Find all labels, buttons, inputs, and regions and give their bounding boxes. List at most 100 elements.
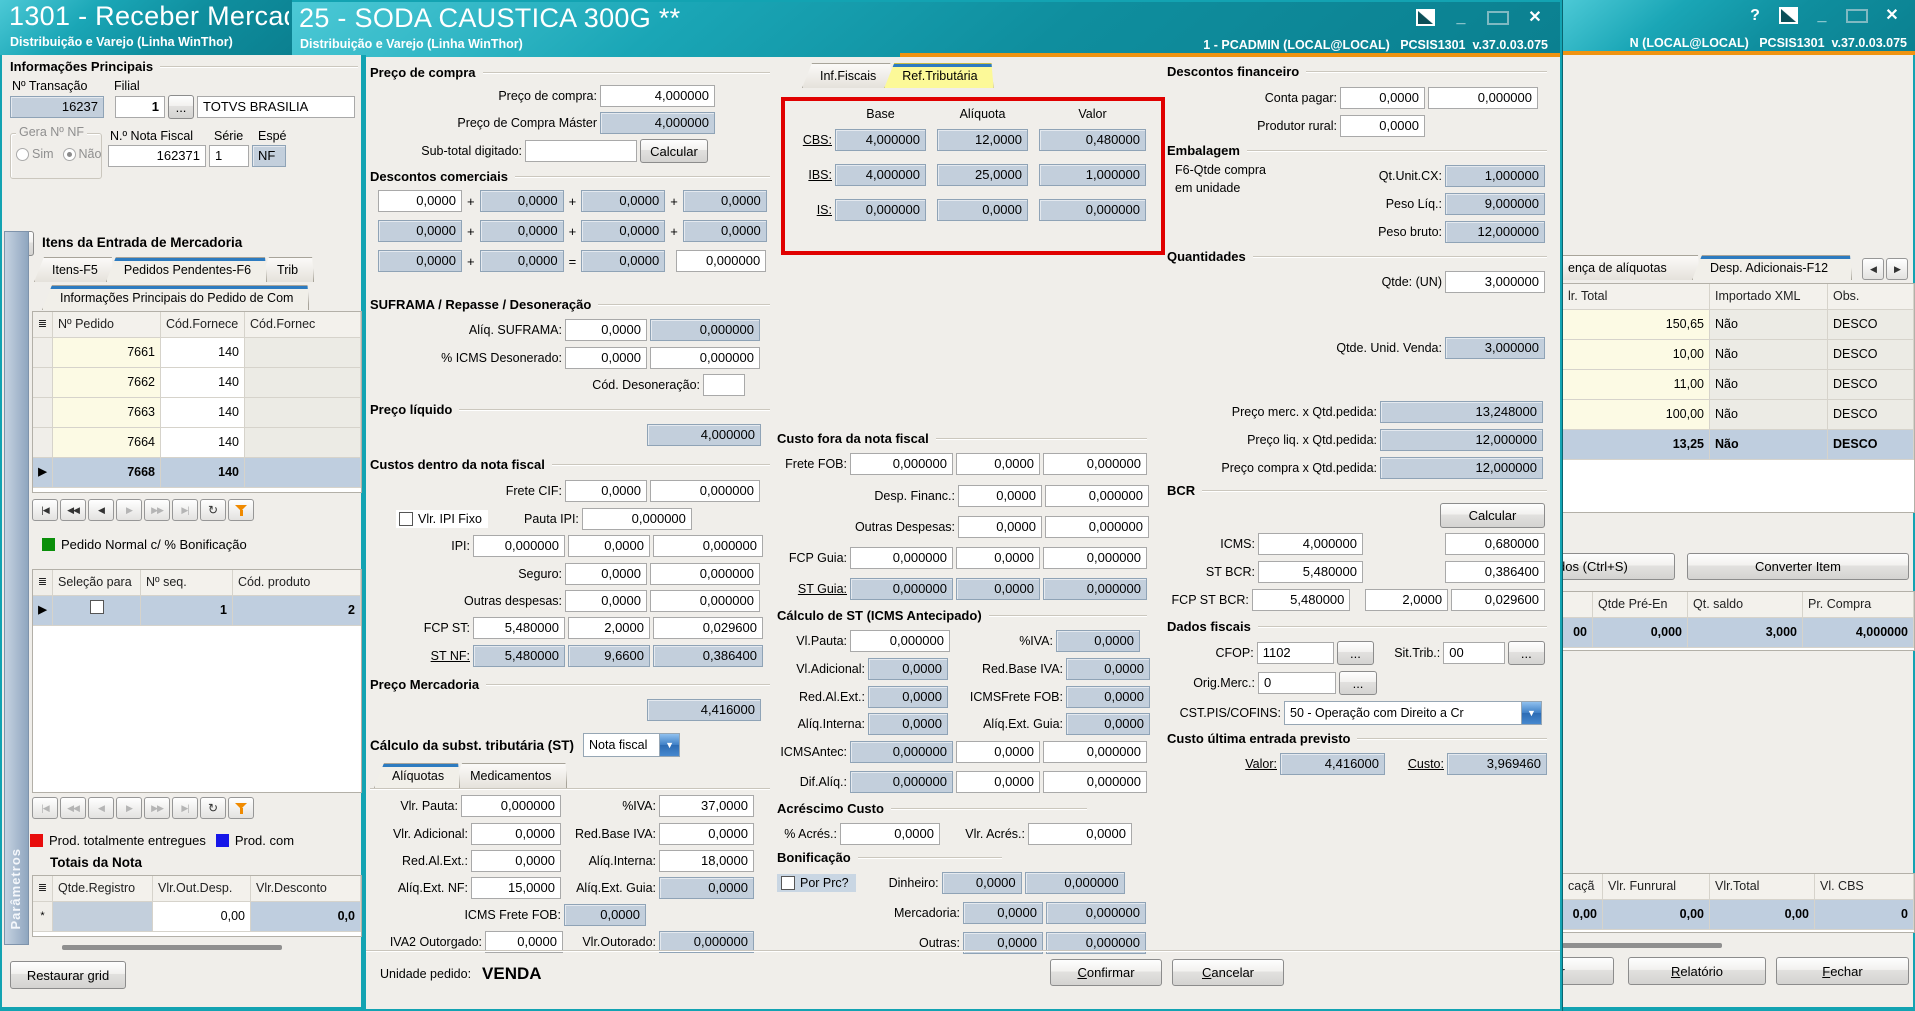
close-icon[interactable]: ✕ bbox=[1528, 8, 1542, 26]
restore-icon[interactable] bbox=[1416, 9, 1435, 26]
desp-financ-valor-field[interactable]: 0,000000 bbox=[1045, 485, 1149, 507]
last-record-icon[interactable]: ▶| bbox=[172, 797, 198, 819]
red-al-ext-field[interactable]: 0,0000 bbox=[471, 850, 561, 872]
table-row[interactable]: 100,00 Não DESCO bbox=[1563, 400, 1914, 430]
selected-table-row[interactable]: 00 0,000 3,000 4,000000 bbox=[1563, 618, 1914, 648]
restaurar-grid-button[interactable]: Restaurar grid bbox=[10, 961, 126, 989]
outras-despesas-valor-field[interactable]: 0,000000 bbox=[650, 590, 760, 612]
table-row[interactable]: 10,00 Não DESCO bbox=[1563, 340, 1914, 370]
bcr-st-valor-field[interactable]: 0,386400 bbox=[1445, 561, 1545, 583]
fcp-st-valor-field[interactable]: 0,029600 bbox=[653, 617, 763, 639]
conta-pagar-valor-field[interactable]: 0,000000 bbox=[1428, 87, 1538, 109]
iva2-outorgado-field[interactable]: 0,0000 bbox=[485, 931, 563, 953]
bcr-fcp-st-base-field[interactable]: 5,480000 bbox=[1251, 589, 1351, 611]
tab-itens-f5[interactable]: Itens-F5 bbox=[34, 257, 114, 282]
pedidos-table[interactable]: ≣ Nº Pedido Cód.Fornece Cód.Fornec 7661 … bbox=[32, 311, 362, 493]
frete-cif-field[interactable]: 0,0000 bbox=[565, 480, 647, 502]
frete-fob-valor-field[interactable]: 0,000000 bbox=[1043, 453, 1147, 475]
calcular-button[interactable]: Calcular bbox=[640, 139, 708, 163]
icms-desonerado-field[interactable]: 0,0000 bbox=[565, 347, 647, 369]
orig-merc-lookup-button[interactable]: ... bbox=[1339, 671, 1377, 695]
last-record-icon[interactable]: ▶| bbox=[172, 499, 198, 521]
selected-table-row[interactable]: 0,00 0,00 0,00 0 bbox=[1563, 900, 1914, 930]
outras-despesas-field[interactable]: 0,0000 bbox=[565, 590, 647, 612]
tab-informacoes-pedido[interactable]: Informações Principais do Pedido de Com bbox=[42, 285, 309, 310]
horizontal-scrollbar[interactable] bbox=[1562, 943, 1722, 948]
icms-antec-aliq-field[interactable]: 0,0000 bbox=[956, 741, 1040, 763]
table-row[interactable]: 150,65 Não DESCO bbox=[1563, 310, 1914, 340]
fcp-guia-valor-field[interactable]: 0,000000 bbox=[1043, 547, 1147, 569]
ipi-valor-field[interactable]: 0,000000 bbox=[653, 535, 763, 557]
fcp-st-aliq-field[interactable]: 2,0000 bbox=[568, 617, 650, 639]
grid-menu-icon[interactable]: ≣ bbox=[33, 876, 53, 902]
cfop-lookup-button[interactable]: ... bbox=[1336, 641, 1375, 665]
totais-row[interactable]: * 0,00 0,0 bbox=[33, 902, 361, 932]
relatorio-button[interactable]: Relatório bbox=[1628, 957, 1766, 985]
ipi-aliq-field[interactable]: 0,0000 bbox=[568, 535, 650, 557]
pauta-ipi-field[interactable]: 0,000000 bbox=[581, 508, 692, 530]
table-row[interactable]: 11,00 Não DESCO bbox=[1563, 370, 1914, 400]
dialog-titlebar[interactable]: 25 - SODA CAUSTICA 300G ** Distribuição … bbox=[290, 2, 1560, 57]
tab-scroll-left-icon[interactable]: ◀ bbox=[1862, 258, 1884, 280]
refresh-icon[interactable]: ↻ bbox=[200, 499, 226, 521]
confirmar-button[interactable]: Confirmar bbox=[1050, 959, 1162, 986]
restore-icon[interactable] bbox=[1779, 7, 1798, 24]
dif-aliq-valor-field[interactable]: 0,000000 bbox=[1043, 771, 1147, 793]
vlr-pauta-field[interactable]: 0,000000 bbox=[461, 795, 561, 817]
tab-diferenca-aliquotas[interactable]: ença de alíquotas bbox=[1550, 255, 1700, 280]
dif-aliq-aliq-field[interactable]: 0,0000 bbox=[956, 771, 1040, 793]
iva-field[interactable]: 37,0000 bbox=[659, 795, 754, 817]
table-row[interactable]: 7663 140 bbox=[33, 398, 361, 428]
cst-pis-cofins-select[interactable]: 50 - Operação com Direito a Cr ▼ bbox=[1284, 701, 1542, 725]
outras-despesas-fora-valor-field[interactable]: 0,000000 bbox=[1045, 516, 1149, 538]
fcp-guia-aliq-field[interactable]: 0,0000 bbox=[956, 547, 1040, 569]
selected-table-row[interactable]: ▶ 7668 140 bbox=[33, 458, 361, 488]
frete-cif-valor-field[interactable]: 0,000000 bbox=[650, 480, 760, 502]
sit-trib-field[interactable]: 00 bbox=[1443, 642, 1505, 664]
frete-fob-base-field[interactable]: 0,000000 bbox=[850, 453, 953, 475]
qtde-un-field[interactable]: 3,000000 bbox=[1445, 271, 1545, 293]
table-row[interactable]: 7661 140 bbox=[33, 338, 361, 368]
prior-page-icon[interactable]: ◀◀ bbox=[60, 797, 86, 819]
selecao-table[interactable]: ≣ Seleção para Nº seq. Cód. produto ▶ 1 … bbox=[32, 569, 362, 793]
subtotal-field[interactable] bbox=[525, 140, 637, 162]
converter-item-button[interactable]: Converter Item bbox=[1687, 553, 1909, 580]
tab-desp-adicionais-f12[interactable]: Desp. Adicionais-F12 bbox=[1692, 255, 1852, 280]
outras-despesas-fora-aliq-field[interactable]: 0,0000 bbox=[958, 516, 1042, 538]
minimize-icon[interactable]: _ bbox=[1456, 8, 1466, 26]
left-window-titlebar[interactable]: 1301 - Receber Mercado Distribuição e Va… bbox=[0, 0, 292, 55]
close-icon[interactable]: ✕ bbox=[1885, 6, 1899, 24]
bcr-icms-base-field[interactable]: 4,000000 bbox=[1258, 533, 1363, 555]
maximize-icon[interactable] bbox=[1487, 10, 1509, 25]
grid-menu-icon[interactable]: ≣ bbox=[33, 312, 53, 338]
table-row[interactable]: 7662 140 bbox=[33, 368, 361, 398]
chevron-down-icon[interactable]: ▼ bbox=[1521, 702, 1541, 724]
grid-menu-icon[interactable]: ≣ bbox=[33, 570, 53, 596]
filial-field[interactable]: 1 bbox=[115, 96, 165, 118]
nota-fiscal-field[interactable]: 162371 bbox=[108, 145, 206, 167]
produtor-rural-field[interactable]: 0,0000 bbox=[1340, 115, 1425, 137]
saldo-table[interactable]: Qtde Pré-En Qt. saldo Pr. Compra 00 0,00… bbox=[1562, 591, 1915, 651]
tab-medicamentos[interactable]: Medicamentos bbox=[452, 763, 567, 788]
selected-table-row[interactable]: ▶ 1 2 bbox=[33, 596, 361, 626]
vlr-acrescimo-field[interactable]: 0,0000 bbox=[1028, 823, 1132, 845]
first-record-icon[interactable]: |◀ bbox=[32, 797, 58, 819]
ipi-fixo-checkbox[interactable] bbox=[399, 512, 413, 526]
cod-desoneracao-field[interactable] bbox=[703, 374, 745, 396]
tab-aliquotas[interactable]: Alíquotas bbox=[374, 763, 460, 788]
preco-compra-field[interactable]: 4,000000 bbox=[600, 85, 715, 107]
bcr-calcular-button[interactable]: Calcular bbox=[1440, 503, 1545, 528]
vlr-adicional-field[interactable]: 0,0000 bbox=[471, 823, 561, 845]
first-record-icon[interactable]: |◀ bbox=[32, 499, 58, 521]
next-record-icon[interactable]: ▶ bbox=[116, 797, 142, 819]
table-row[interactable]: 7664 140 bbox=[33, 428, 361, 458]
refresh-icon[interactable]: ↻ bbox=[200, 797, 226, 819]
seguro-valor-field[interactable]: 0,000000 bbox=[650, 563, 760, 585]
next-page-icon[interactable]: ▶▶ bbox=[144, 499, 170, 521]
tab-scroll-right-icon[interactable]: ▶ bbox=[1886, 258, 1908, 280]
filter-icon[interactable] bbox=[228, 499, 254, 521]
selected-table-row[interactable]: 13,25 Não DESCO bbox=[1563, 430, 1914, 460]
tab-inf-fiscais[interactable]: Inf.Fiscais bbox=[802, 63, 892, 88]
right-window-titlebar[interactable]: ? _ ✕ N (LOCAL@LOCAL) PCSIS1301 v.37.0.0… bbox=[1562, 0, 1915, 55]
frete-fob-aliq-field[interactable]: 0,0000 bbox=[956, 453, 1040, 475]
